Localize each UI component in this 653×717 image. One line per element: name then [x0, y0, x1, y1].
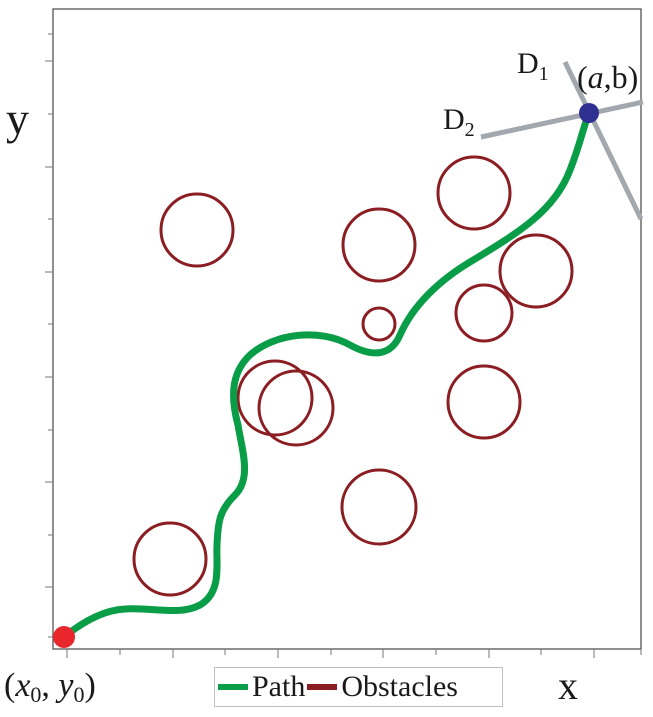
goal-a-var: a [587, 59, 604, 95]
legend-item-obstacles: Obstacles [307, 669, 458, 705]
y-axis-label: y [6, 93, 29, 144]
goal-open-paren: ( [577, 59, 588, 95]
obstacle-circle [446, 364, 522, 440]
obstacle-circle [132, 521, 208, 597]
direction-label-d1: D1 [517, 48, 549, 90]
plot-frame [52, 8, 642, 650]
x-axis-ticks [66, 649, 642, 658]
d1-main: D [517, 47, 539, 80]
direction-line-d2 [480, 99, 644, 140]
obstacle-circle [257, 369, 335, 447]
obstacle-circle [340, 468, 418, 546]
d2-sub: 2 [464, 119, 475, 141]
obstacle-circle [341, 207, 417, 283]
d1-sub: 1 [538, 63, 549, 85]
start-point-label: (x0, y0) [4, 667, 96, 707]
start-y-var: y [58, 667, 74, 704]
direction-line-d1 [562, 60, 644, 221]
legend-label-obstacles: Obstacles [341, 670, 458, 703]
obstacle-circle [159, 192, 235, 268]
path-curve [60, 109, 593, 641]
obstacle-circle [436, 155, 512, 231]
obstacle-circle [361, 306, 397, 342]
obstacle-circle [498, 233, 574, 309]
start-point-marker [53, 626, 75, 648]
start-x-sub: 0 [30, 682, 42, 707]
legend-label-path: Path [252, 670, 306, 703]
obstacles-swatch-icon [307, 684, 338, 690]
goal-rest: ,b) [603, 59, 639, 95]
legend-item-path: Path [218, 669, 305, 705]
direction-label-d2: D2 [443, 104, 475, 146]
goal-point-label: (a,b) [577, 58, 638, 96]
start-x-var: x [15, 667, 31, 704]
legend: Path Obstacles [214, 667, 503, 707]
path-swatch-icon [218, 684, 248, 690]
goal-point-marker [579, 103, 599, 123]
x-axis-label: x [558, 663, 578, 708]
d2-main: D [443, 103, 465, 136]
obstacle-circle [454, 283, 514, 343]
start-y-sub: 0 [73, 682, 85, 707]
obstacles [132, 155, 574, 597]
y-axis-ticks [45, 33, 53, 638]
obstacle-circle [236, 359, 314, 437]
